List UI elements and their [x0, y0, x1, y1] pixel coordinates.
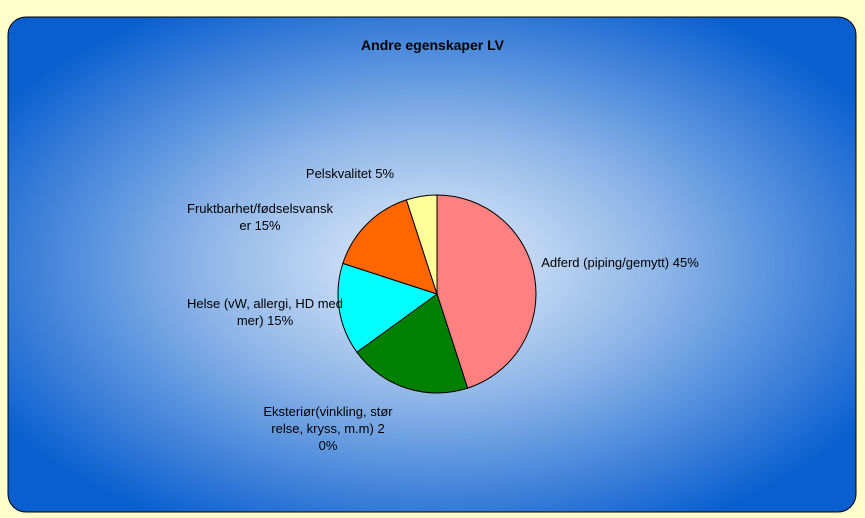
chart-title: Andre egenskaper LV: [361, 37, 504, 53]
category-name: Pelskvalitet: [305, 166, 372, 181]
pie-slice: [342, 199, 438, 295]
category-name: Eksteriør(vinkling, størrelse, kryss, m.…: [263, 404, 393, 436]
slice-label: Helse (vW, allergi, HD med mer) 15%: [180, 295, 350, 329]
pie-slice: [337, 262, 439, 353]
slice-label: Pelskvalitet 5%: [290, 165, 410, 182]
value-label: 20%: [318, 421, 385, 453]
slice-label: Eksteriør(vinkling, størrelse, kryss, m.…: [262, 403, 394, 454]
pie-slice: [405, 194, 438, 295]
value-label: 15%: [254, 218, 281, 233]
value-label: 15%: [267, 313, 294, 328]
slice-label: Adferd (piping/gemytt) 45%: [540, 254, 700, 271]
category-name: Helse (vW, allergi, HD med mer): [186, 296, 344, 328]
value-label: 45%: [672, 255, 699, 270]
pie-slice: [436, 194, 537, 389]
pie-slice: [356, 293, 469, 394]
category-name: Fruktbarhet/fødselsvansker: [187, 201, 333, 233]
value-label: 5%: [375, 166, 395, 181]
slice-label: Fruktbarhet/fødselsvansker 15%: [185, 200, 335, 234]
category-name: Adferd (piping/gemytt): [541, 255, 670, 270]
